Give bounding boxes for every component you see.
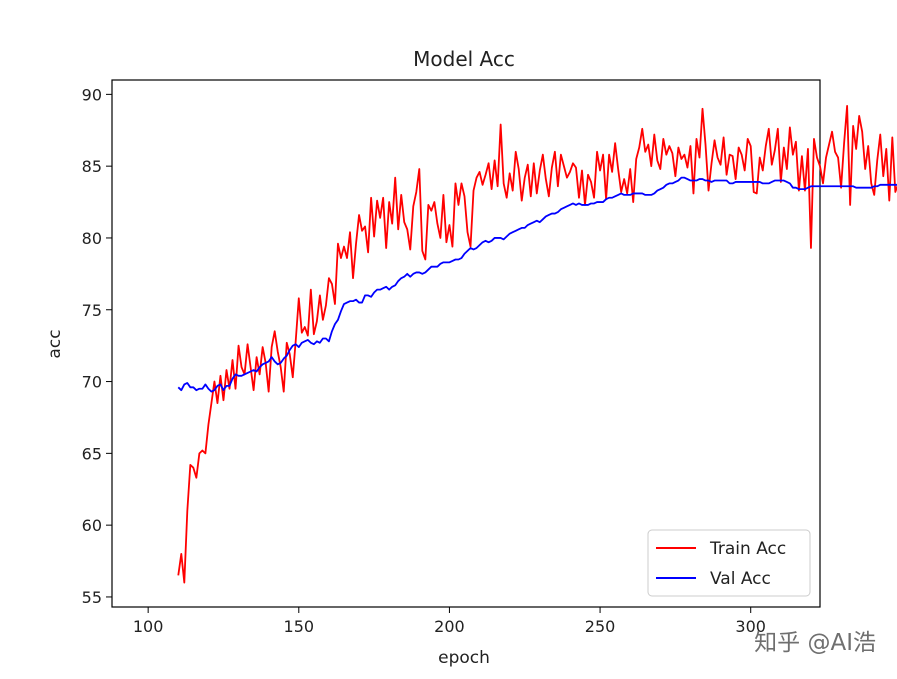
legend-box [647,529,811,597]
y-tick-label-70: 70 [82,373,102,392]
y-axis: 55 60 65 70 75 80 85 90 [82,85,112,607]
series-line-train-acc [177,104,897,584]
y-tick-label-75: 75 [82,301,102,320]
y-tick-label-80: 80 [82,229,102,248]
watermark-text: 知乎 @AI浩 [754,630,876,656]
y-tick-label-85: 85 [82,157,102,176]
legend-label-train-acc: Train Acc [709,539,786,559]
x-tick-label-150: 150 [284,617,315,636]
x-axis: 100 150 200 250 300 [133,607,766,636]
x-axis-label: epoch [438,648,490,668]
chart-title: Model Acc [413,47,515,71]
x-tick-label-200: 200 [434,617,465,636]
y-tick-label-65: 65 [82,444,102,463]
legend: Train Acc Val Acc [647,529,811,597]
plot-area [111,79,821,608]
y-tick-label-90: 90 [82,85,102,104]
y-axis-label: acc [45,329,65,358]
legend-label-val-acc: Val Acc [710,569,771,589]
x-tick-label-300: 300 [735,617,766,636]
x-tick-label-250: 250 [585,617,616,636]
x-tick-label-100: 100 [133,617,164,636]
y-tick-label-55: 55 [82,588,102,607]
series-line-val-acc [177,176,897,393]
axes-frame [111,79,821,608]
y-tick-label-60: 60 [82,516,102,535]
series-layer [177,104,897,584]
